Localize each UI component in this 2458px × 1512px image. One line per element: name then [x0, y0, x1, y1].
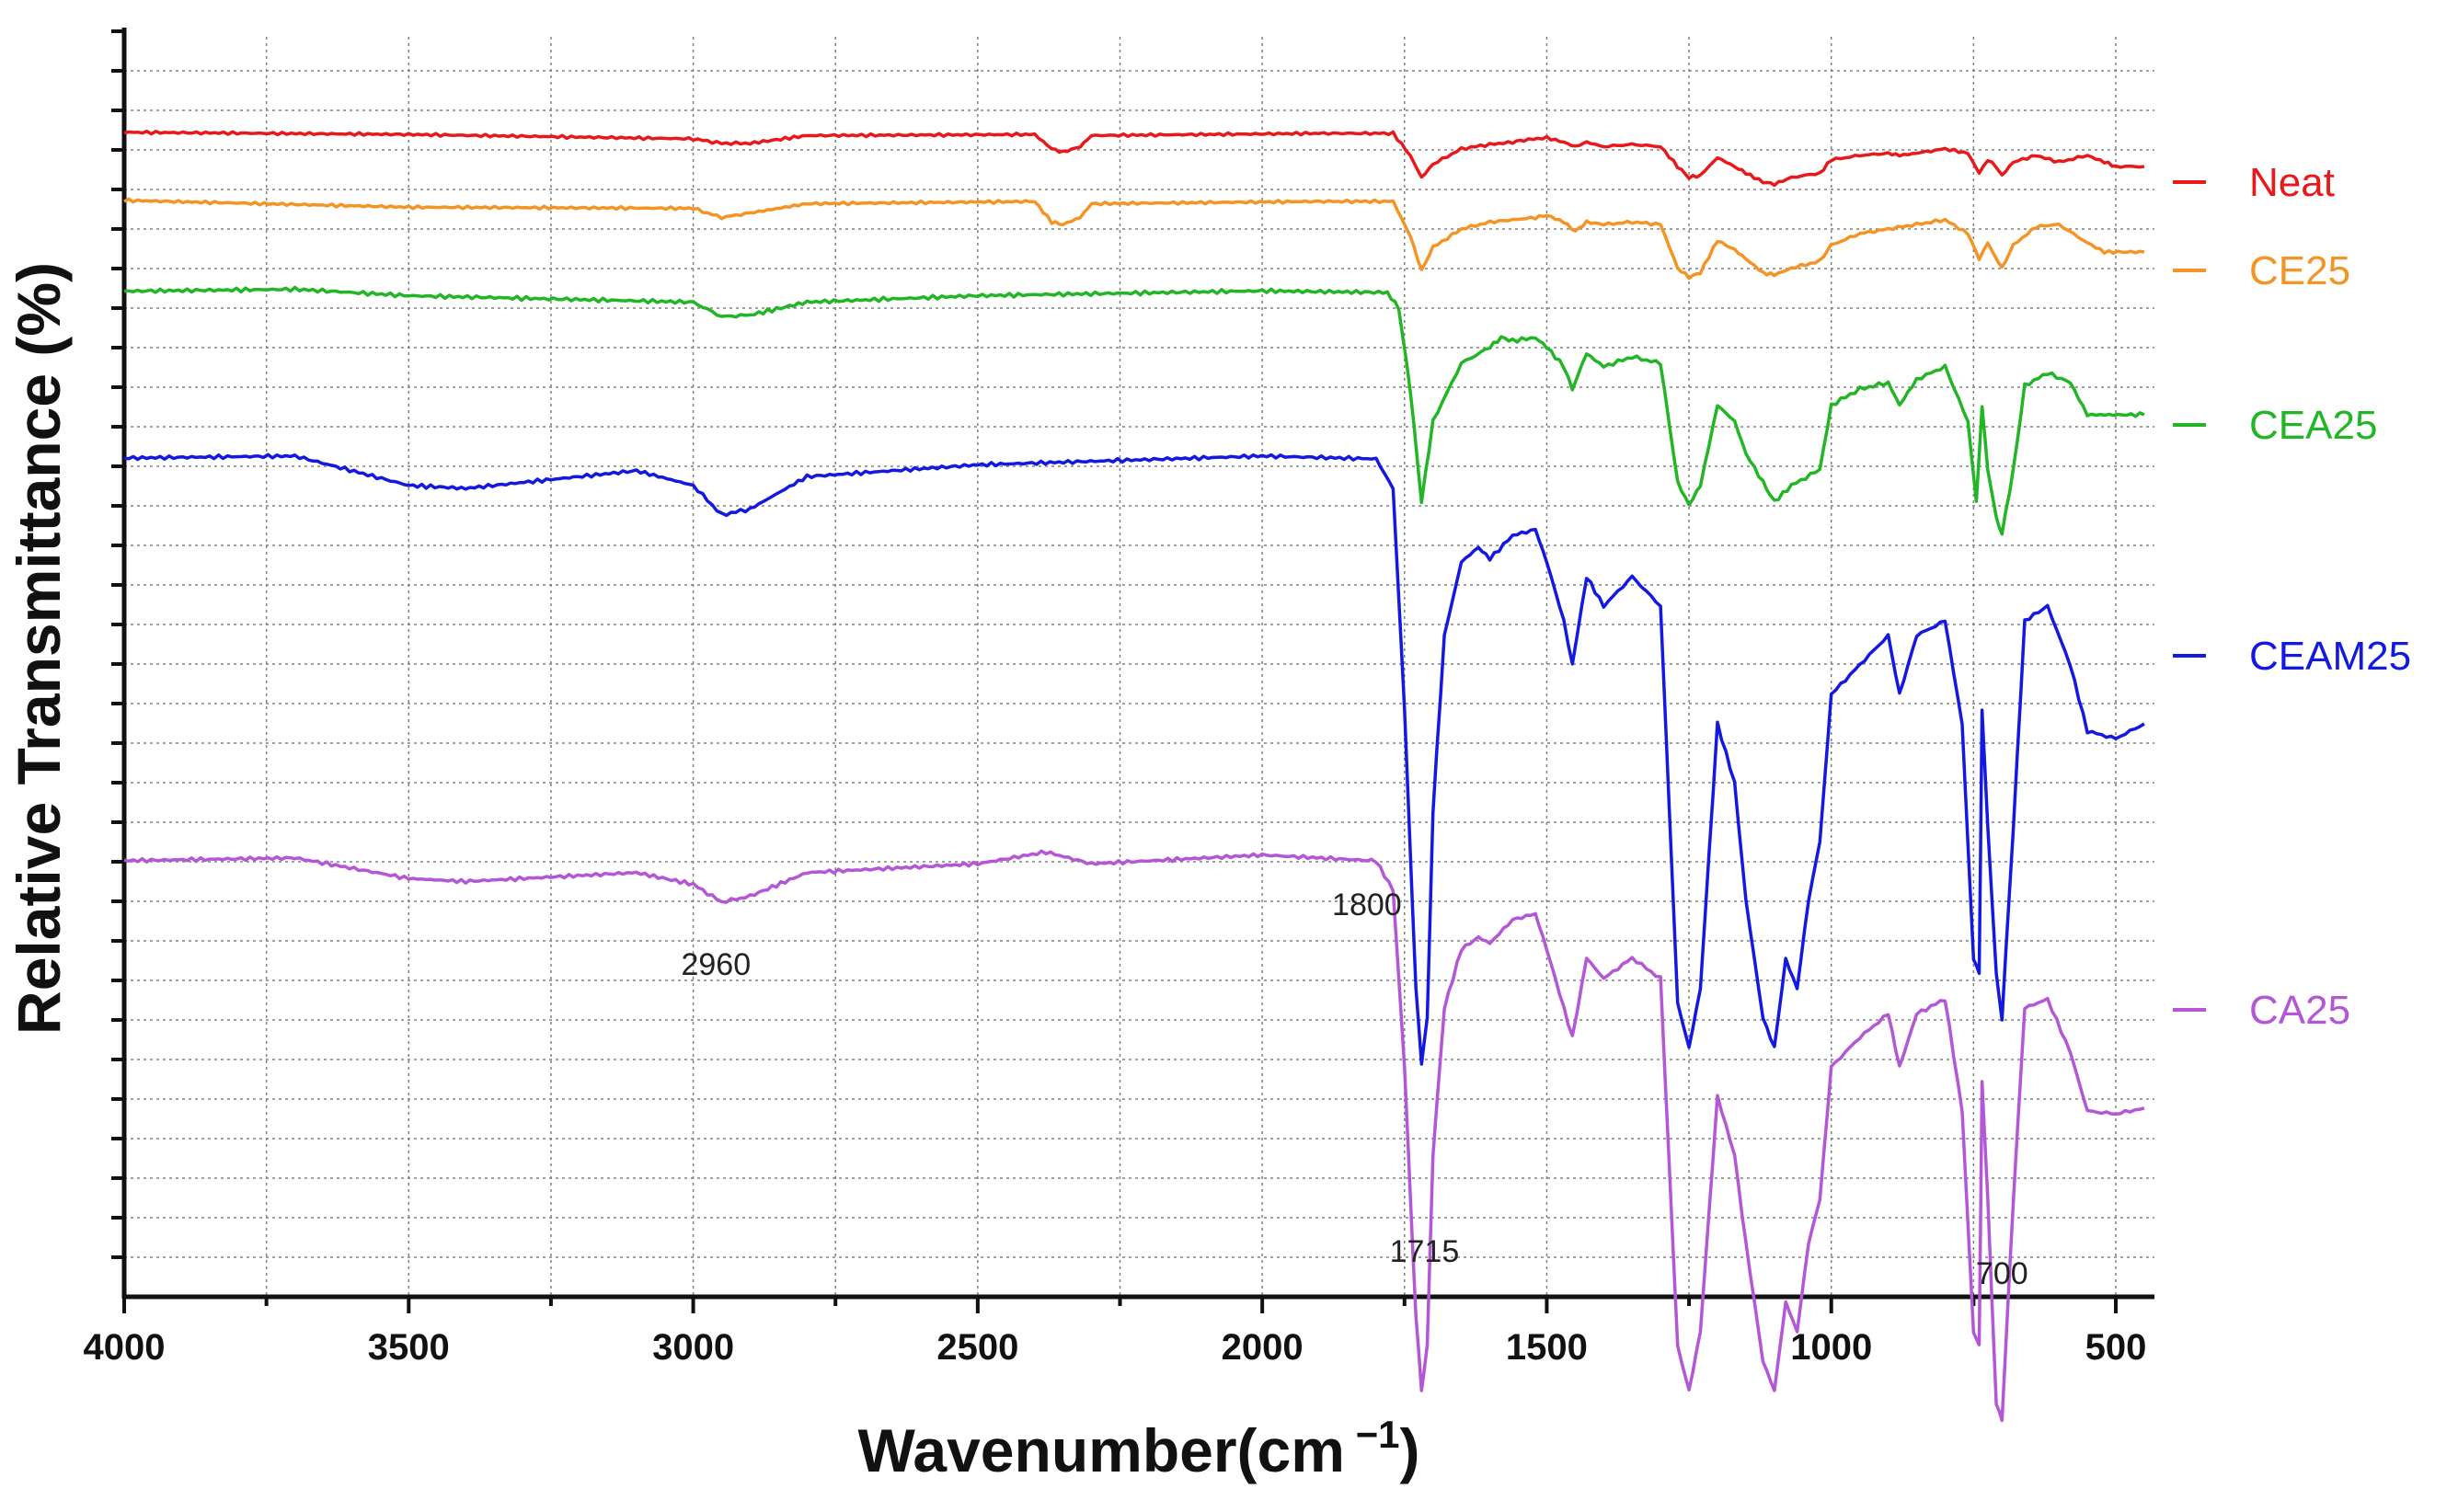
peak-label: 1800 [1332, 888, 1402, 922]
legend-label: CEAM25 [2249, 634, 2411, 679]
peak-label: 700 [1976, 1256, 2028, 1291]
x-tick-label: 1000 [1790, 1327, 1872, 1368]
legend-label: CA25 [2249, 988, 2350, 1033]
x-tick-label: 500 [2085, 1327, 2147, 1368]
x-tick-label: 2000 [1222, 1327, 1304, 1368]
x-tick-label: 2500 [936, 1327, 1018, 1368]
series-line-ce25 [123, 197, 2145, 281]
peak-label: 2960 [681, 947, 751, 982]
chart-legend: Neat CE25 CEA25 CEAM25 CA25 [2173, 160, 2411, 1033]
peak-label: 1715 [1390, 1234, 1460, 1269]
series-line-neat [123, 129, 2145, 188]
plot-grid [124, 37, 2154, 1297]
x-tick-label: 4000 [84, 1327, 166, 1368]
series-line-ca25 [123, 849, 2145, 1423]
legend-label: CE25 [2249, 248, 2350, 293]
x-tick-label: 3500 [368, 1327, 450, 1368]
series-line-cea25 [123, 285, 2145, 536]
x-tick-label: 3000 [652, 1327, 734, 1368]
axis-titles: Wavenumber(cm −1) Relative Transmittance … [5, 262, 1419, 1484]
x-tick-label: 1500 [1506, 1327, 1588, 1368]
legend-label: Neat [2249, 160, 2335, 205]
legend-label: CEA25 [2249, 403, 2377, 448]
plot-axes: 4000 3500 3000 2500 2000 1500 1000 500 [84, 28, 2154, 1368]
y-axis-title: Relative Transmittance (%) [5, 262, 73, 1035]
series-line-ceam25 [123, 452, 2145, 1066]
x-axis-title: Wavenumber(cm −1) [858, 1413, 1420, 1484]
spectra-series [123, 129, 2145, 1423]
peak-annotations: 2960 1800 1715 700 [681, 888, 2027, 1291]
